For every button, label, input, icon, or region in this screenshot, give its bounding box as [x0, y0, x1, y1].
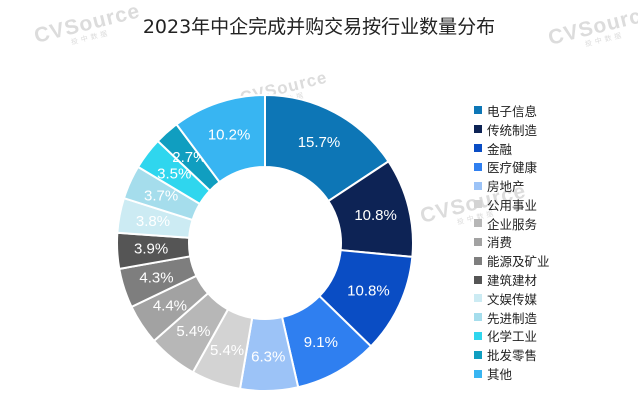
slice-data-label: 15.7% [298, 134, 341, 151]
legend-label: 金融 [487, 141, 513, 157]
legend-swatch [474, 369, 482, 378]
legend-swatch [474, 294, 482, 303]
legend-label: 传统制造 [487, 122, 538, 138]
legend-item: 批发零售 [474, 345, 550, 364]
legend-item: 房地产 [474, 176, 550, 195]
slice-data-label: 10.8% [347, 282, 390, 299]
legend-item: 传统制造 [474, 120, 550, 139]
legend-label: 先进制造 [487, 310, 538, 326]
legend-item: 金融 [474, 139, 550, 158]
slice-data-label: 10.8% [354, 207, 397, 224]
legend-item: 建筑建材 [474, 270, 550, 289]
legend-swatch [474, 181, 482, 190]
legend-swatch [474, 331, 482, 340]
legend-swatch [474, 200, 482, 209]
legend-label: 医疗健康 [487, 160, 538, 176]
legend-item: 公用事业 [474, 195, 550, 214]
legend-label: 文娱传媒 [487, 291, 538, 307]
slice-data-label: 4.3% [139, 269, 173, 286]
legend-swatch [474, 106, 482, 115]
slice-data-label: 4.4% [153, 297, 187, 314]
slice-data-label: 3.8% [136, 213, 170, 230]
legend-swatch [474, 313, 482, 322]
legend-item: 能源及矿业 [474, 251, 550, 270]
legend-label: 化学工业 [487, 329, 538, 345]
slice-data-label: 10.2% [208, 126, 251, 143]
slice-data-label: 3.5% [157, 165, 191, 182]
legend-label: 企业服务 [487, 216, 538, 232]
legend-swatch [474, 275, 482, 284]
slice-data-label: 5.4% [210, 342, 244, 359]
legend-swatch [474, 162, 482, 171]
slice-data-label: 9.1% [304, 334, 338, 351]
legend-label: 批发零售 [487, 348, 538, 364]
legend-item: 医疗健康 [474, 157, 550, 176]
chart-title: 2023年中企完成并购交易按行业数量分布 [142, 16, 496, 38]
legend-swatch [474, 143, 482, 152]
legend-swatch [474, 219, 482, 228]
legend-item: 消费 [474, 233, 550, 252]
legend-swatch [474, 125, 482, 134]
chart-legend: 电子信息传统制造金融医疗健康房地产公用事业企业服务消费能源及矿业建筑建材文娱传媒… [474, 101, 550, 383]
legend-label: 其他 [487, 367, 513, 383]
legend-label: 能源及矿业 [487, 254, 550, 270]
slice-data-label: 3.9% [134, 241, 168, 258]
legend-item: 其他 [474, 364, 550, 383]
slice-data-label: 3.7% [144, 188, 178, 205]
legend-item: 先进制造 [474, 308, 550, 327]
slice-data-label: 5.4% [176, 323, 210, 340]
legend-swatch [474, 256, 482, 265]
legend-item: 电子信息 [474, 101, 550, 120]
legend-label: 电子信息 [487, 103, 538, 119]
legend-label: 房地产 [487, 179, 525, 195]
legend-label: 消费 [487, 235, 513, 251]
donut-slice-15 [175, 93, 266, 184]
legend-item: 化学工业 [474, 327, 550, 346]
legend-swatch [474, 350, 482, 359]
legend-swatch [474, 237, 482, 246]
legend-item: 文娱传媒 [474, 289, 550, 308]
legend-label: 建筑建材 [487, 273, 538, 289]
legend-item: 企业服务 [474, 214, 550, 233]
slice-data-label: 6.3% [251, 348, 285, 365]
legend-label: 公用事业 [487, 197, 538, 213]
